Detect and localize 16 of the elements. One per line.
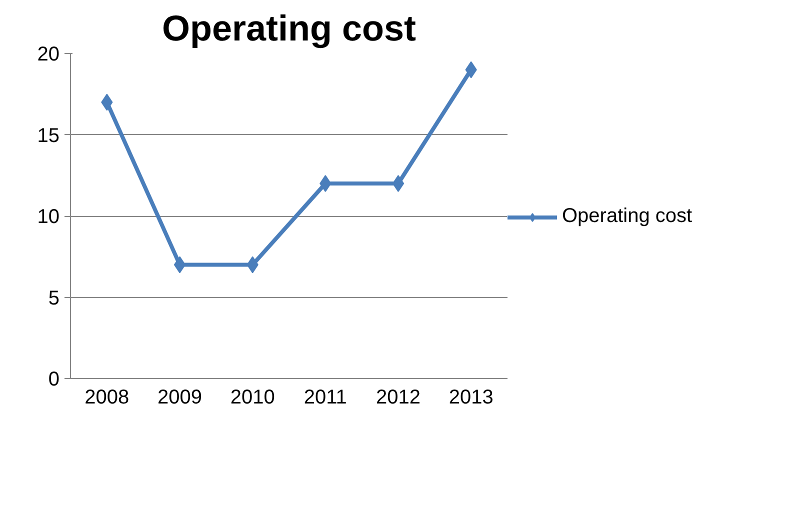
x-tick-label: 2013 [448, 386, 494, 408]
point [174, 256, 186, 274]
y-tick-label: 20 [37, 44, 60, 66]
y-tick-label: 5 [48, 287, 60, 310]
y-tick-label: 0 [48, 368, 60, 390]
x-tick-label: 2008 [84, 386, 130, 408]
chart-title: Operating cost [162, 8, 416, 48]
x-tick-label: 2009 [158, 386, 202, 408]
point [320, 175, 332, 192]
legend-label: Operating cost [562, 205, 692, 228]
y-tick-label: 10 [37, 206, 60, 228]
x-tick-label: 2012 [376, 386, 421, 408]
point [392, 175, 404, 192]
x-tick-label: 2010 [230, 386, 275, 408]
y-tick-label: 15 [37, 124, 60, 147]
x-tick-label: 2011 [304, 386, 347, 408]
